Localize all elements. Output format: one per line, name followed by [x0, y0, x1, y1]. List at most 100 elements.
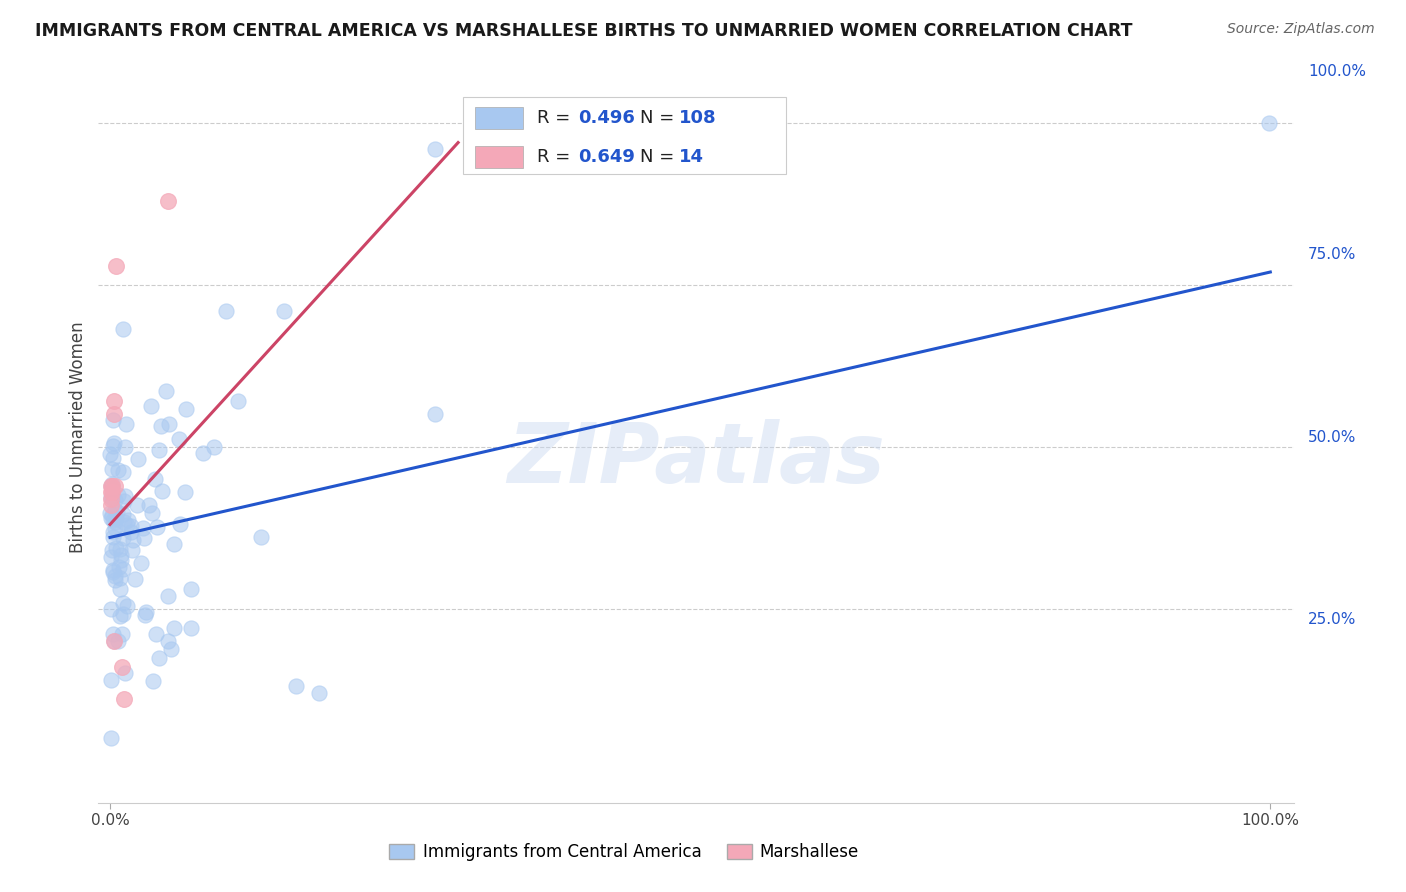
Point	[112, 515, 135, 529]
Point	[101, 439, 124, 453]
Point	[104, 569, 127, 583]
Point	[157, 634, 180, 648]
Point	[101, 627, 124, 641]
Text: 100.0%: 100.0%	[1308, 64, 1365, 78]
Bar	[475, 107, 523, 129]
Point	[103, 435, 125, 450]
Point	[98, 506, 121, 520]
Point	[215, 303, 238, 318]
Point	[163, 621, 186, 635]
Point	[284, 679, 307, 693]
Point	[146, 519, 169, 533]
Y-axis label: Births to Unmarried Women: Births to Unmarried Women	[69, 321, 87, 553]
Text: 25.0%: 25.0%	[1308, 613, 1357, 627]
Point	[273, 303, 295, 318]
Text: 75.0%: 75.0%	[1308, 247, 1357, 261]
Point	[104, 259, 127, 273]
Point	[107, 633, 129, 648]
Text: IMMIGRANTS FROM CENTRAL AMERICA VS MARSHALLESE BIRTHS TO UNMARRIED WOMEN CORRELA: IMMIGRANTS FROM CENTRAL AMERICA VS MARSH…	[35, 22, 1133, 40]
Point	[104, 515, 127, 529]
Point	[120, 519, 142, 533]
Point	[121, 543, 143, 558]
Point	[105, 510, 128, 524]
Point	[101, 485, 124, 500]
Point	[163, 537, 186, 551]
Point	[104, 521, 127, 535]
Point	[204, 440, 226, 454]
Text: 50.0%: 50.0%	[1308, 430, 1357, 444]
Point	[101, 543, 124, 558]
Point	[148, 442, 170, 457]
Legend: Immigrants from Central America, Marshallese: Immigrants from Central America, Marshal…	[382, 837, 866, 868]
Point	[101, 491, 124, 505]
Point	[104, 502, 127, 516]
Point	[120, 524, 142, 539]
Point	[138, 498, 160, 512]
Text: ZIPatlas: ZIPatlas	[508, 418, 884, 500]
Point	[101, 563, 124, 577]
Point	[101, 451, 124, 466]
Point	[122, 533, 145, 547]
Point	[174, 485, 197, 500]
Point	[115, 599, 138, 613]
Point	[98, 447, 121, 461]
Point	[100, 491, 122, 505]
Point	[104, 478, 127, 492]
Point	[100, 511, 122, 525]
Point	[100, 485, 122, 500]
Point	[111, 562, 134, 576]
Point	[180, 621, 202, 635]
Point	[157, 194, 180, 208]
Point	[111, 531, 134, 545]
Point	[103, 566, 125, 580]
Point	[103, 634, 125, 648]
Point	[148, 650, 170, 665]
Text: 0.496: 0.496	[578, 110, 634, 128]
Point	[308, 686, 330, 700]
Point	[142, 673, 165, 688]
Point	[100, 731, 122, 745]
Point	[101, 478, 124, 492]
Point	[112, 507, 135, 521]
FancyBboxPatch shape	[463, 97, 786, 174]
Point	[115, 518, 138, 533]
Point	[134, 605, 156, 619]
Point	[167, 432, 190, 446]
Point	[111, 465, 134, 479]
Point	[132, 531, 155, 545]
Point	[1258, 116, 1281, 130]
Point	[100, 602, 122, 616]
Point	[115, 417, 138, 431]
Point	[111, 660, 134, 674]
Point	[112, 692, 135, 706]
Point	[112, 596, 135, 610]
Point	[145, 627, 167, 641]
Point	[124, 572, 146, 586]
Point	[174, 402, 197, 417]
Point	[107, 462, 129, 476]
Point	[169, 517, 191, 532]
Point	[155, 384, 177, 398]
Point	[100, 478, 122, 492]
Point	[101, 513, 124, 527]
Bar	[475, 145, 523, 168]
Point	[131, 556, 153, 570]
Point	[141, 506, 163, 520]
Point	[111, 322, 134, 336]
Point	[250, 530, 273, 544]
Point	[100, 498, 122, 512]
Point	[110, 608, 132, 623]
Point	[107, 488, 129, 502]
Point	[104, 493, 127, 508]
Point	[127, 498, 149, 512]
Text: R =: R =	[537, 148, 576, 166]
Point	[180, 582, 202, 597]
Point	[127, 452, 149, 467]
Text: 14: 14	[679, 148, 704, 166]
Point	[191, 446, 214, 460]
Point	[101, 413, 124, 427]
Point	[114, 665, 136, 680]
Point	[101, 477, 124, 491]
Point	[226, 394, 249, 409]
Point	[141, 399, 163, 413]
